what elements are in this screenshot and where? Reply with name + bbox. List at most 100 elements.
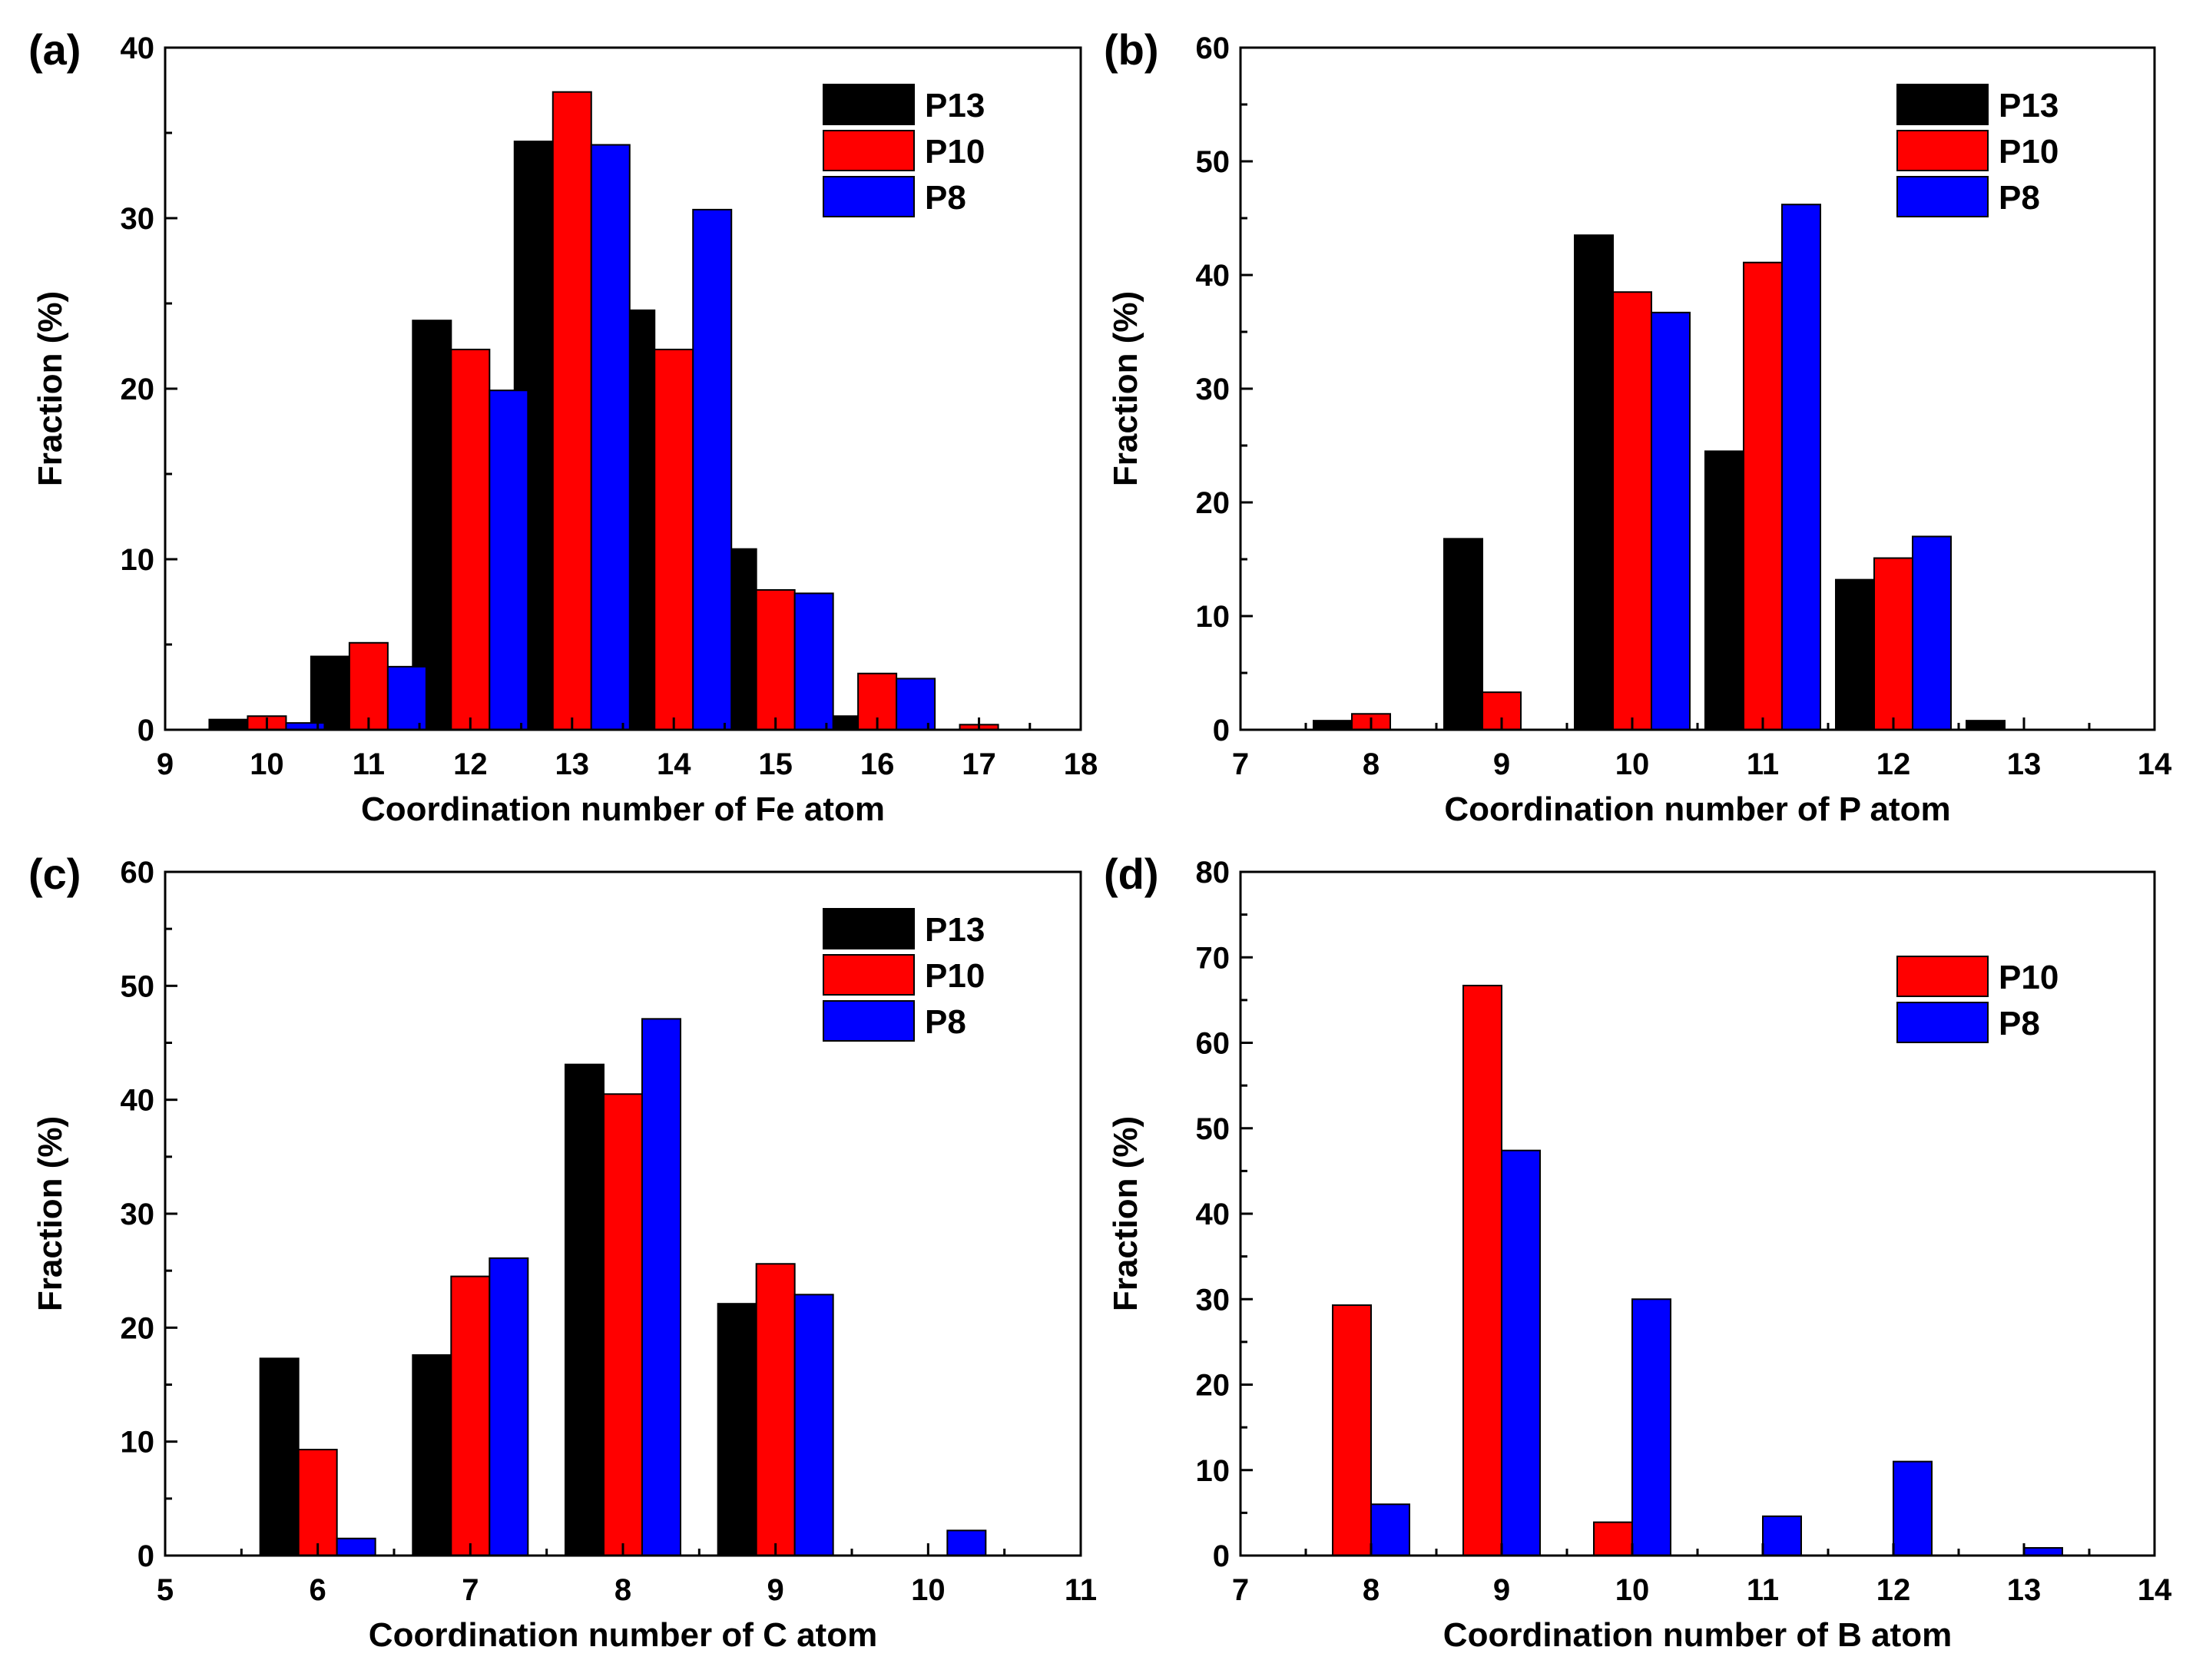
- bar-p10-8: [1332, 1304, 1372, 1556]
- bar-p13-8: [565, 1063, 604, 1556]
- bar-p10-13: [552, 91, 592, 731]
- bar-p10-10: [1612, 291, 1652, 731]
- y-tick-label: 20: [1196, 1369, 1231, 1403]
- legend-swatch-p13: [1896, 84, 1989, 125]
- bar-p8-12: [1893, 1460, 1933, 1556]
- bar-p10-6: [297, 1449, 338, 1557]
- x-tick-label: 16: [860, 747, 895, 781]
- y-tick-label: 10: [121, 1426, 155, 1460]
- panel-c: 5 6 7 8 9 10 11 0 10 20 30 40 50 60 Coordination numbe…: [28, 850, 1097, 1654]
- x-tick-label: 18: [1064, 747, 1098, 781]
- legend-swatch-p8: [1896, 1002, 1989, 1043]
- y-tick-label: 10: [1196, 600, 1231, 634]
- x-tick-label: 10: [1615, 1573, 1650, 1607]
- y-tick-label: 40: [1196, 1198, 1231, 1231]
- x-tick-label: 11: [1065, 1573, 1097, 1607]
- y-tick-label: 0: [137, 1539, 154, 1573]
- y-tick-label: 60: [1196, 31, 1231, 65]
- bar-p8-10: [1651, 311, 1691, 731]
- legend-swatch-p10: [823, 954, 915, 996]
- y-tick-label: 10: [1196, 1454, 1231, 1488]
- x-tick-label: 7: [462, 1573, 479, 1607]
- x-tick-label: 5: [157, 1573, 174, 1607]
- bar-p8-9: [793, 1294, 834, 1556]
- y-tick-label: 20: [121, 1311, 155, 1345]
- x-tick-label: 11: [353, 747, 385, 781]
- y-axis-label: Fraction (%): [31, 1116, 69, 1311]
- bar-p10-12: [1873, 557, 1913, 731]
- y-tick-label: 70: [1196, 941, 1231, 975]
- y-axis-label: Fraction (%): [31, 291, 69, 486]
- y-tick-label: 30: [1196, 373, 1231, 406]
- bar-p10-11: [348, 641, 389, 731]
- bar-p8-10: [946, 1529, 987, 1557]
- legend-swatch-p10: [823, 130, 915, 171]
- x-tick-label: 12: [453, 747, 488, 781]
- legend: P13 P10 P8: [823, 908, 985, 1042]
- bar-p8-10: [1631, 1298, 1671, 1556]
- x-tick-label: 15: [758, 747, 793, 781]
- legend-label-p13: P13: [925, 87, 985, 124]
- bar-p13-12: [412, 320, 452, 731]
- legend-label-p10: P10: [1999, 959, 2059, 996]
- y-tick-label: 50: [1196, 1112, 1231, 1146]
- x-tick-label: 14: [2138, 747, 2172, 781]
- legend-swatch-p8: [1896, 176, 1989, 217]
- bar-p10-9: [755, 1263, 796, 1557]
- legend-swatch-p10: [1896, 956, 1989, 997]
- x-tick-label: 9: [767, 1573, 784, 1607]
- x-tick-label: 13: [2007, 1573, 2042, 1607]
- y-tick-label: 0: [1213, 1539, 1230, 1573]
- legend-label-p13: P13: [925, 911, 985, 949]
- legend-swatch-p10: [1896, 130, 1989, 171]
- bar-p10-8: [603, 1093, 643, 1556]
- y-tick-label: 20: [121, 373, 155, 406]
- bar-p13-7: [412, 1354, 452, 1557]
- bar-p8-7: [489, 1257, 529, 1556]
- y-tick-label: 0: [1213, 714, 1230, 747]
- bar-p10-7: [450, 1275, 491, 1557]
- y-tick-label: 30: [121, 202, 155, 236]
- bar-p8-11: [1762, 1515, 1802, 1556]
- bar-p13-11: [310, 655, 350, 731]
- y-tick-label: 0: [137, 714, 154, 747]
- x-tick-label: 13: [555, 747, 590, 781]
- x-axis-label: Coordination number of P atom: [1444, 790, 1950, 828]
- x-tick-label: 11: [1747, 1573, 1779, 1607]
- bar-p8-9: [1501, 1149, 1541, 1557]
- bar-p8-8: [641, 1018, 681, 1556]
- bar-p10-9: [1462, 984, 1502, 1556]
- x-tick-label: 12: [1876, 1573, 1911, 1607]
- bar-p10-12: [450, 348, 491, 731]
- x-tick-label: 7: [1232, 747, 1249, 781]
- x-tick-label: 14: [657, 747, 691, 781]
- x-axis-label: Coordination number of Fe atom: [361, 790, 885, 828]
- legend-label-p10: P10: [925, 133, 985, 171]
- bar-p13-6: [259, 1357, 300, 1556]
- legend-label-p8: P8: [1999, 1005, 2040, 1042]
- x-axis-label: Coordination number of C atom: [369, 1616, 877, 1654]
- bar-p8-15: [793, 592, 834, 731]
- x-tick-label: 9: [157, 747, 174, 781]
- bar-p13-9: [1443, 538, 1483, 731]
- x-tick-label: 10: [1615, 747, 1650, 781]
- x-tick-label: 11: [1747, 747, 1779, 781]
- x-tick-label: 17: [962, 747, 996, 781]
- legend-label-p10: P10: [925, 957, 985, 995]
- legend-swatch-p8: [823, 176, 915, 217]
- x-tick-label: 10: [250, 747, 284, 781]
- legend-swatch-p13: [823, 84, 915, 125]
- legend-swatch-p13: [823, 908, 915, 949]
- bar-p8-11: [386, 665, 427, 731]
- legend-label-p8: P8: [925, 179, 966, 217]
- y-tick-label: 60: [1196, 1027, 1231, 1061]
- bar-p10-11: [1743, 261, 1783, 731]
- y-tick-label: 30: [121, 1198, 155, 1231]
- x-tick-label: 7: [1232, 1573, 1249, 1607]
- bar-p10-15: [755, 588, 796, 731]
- bar-p10-14: [654, 348, 694, 731]
- panel-d: 7 8 9 10 11 12 13 14 0 10 20 30 40 50 60 70 80 Coordinati…: [1104, 850, 2172, 1654]
- x-axis-label: Coordination number of B atom: [1443, 1616, 1952, 1654]
- legend-label-p10: P10: [1999, 133, 2059, 171]
